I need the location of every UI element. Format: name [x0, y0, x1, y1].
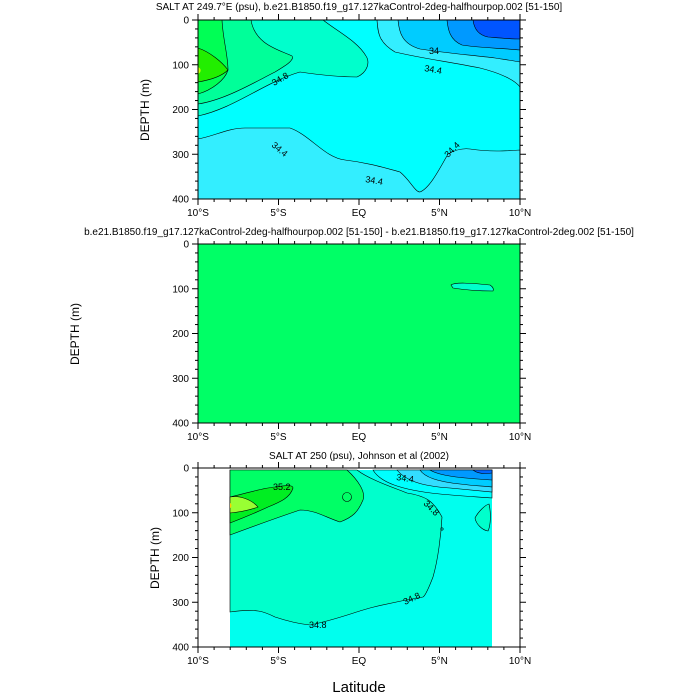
y-tick-label: 100	[172, 60, 189, 71]
contour-label: 35.2	[273, 482, 291, 492]
contour-label: 34	[429, 46, 439, 56]
panel-1-title: SALT AT 249.7°E (psu), b.e21.B1850.f19_g…	[156, 2, 563, 13]
contour-label: 34.4	[424, 63, 443, 76]
y-tick-label: 300	[172, 150, 189, 161]
y-tick-label: 100	[172, 508, 189, 519]
panel-1-ylabel: DEPTH (m)	[138, 79, 152, 141]
x-tick-label: 10°S	[187, 208, 209, 219]
x-tick-label: 10°S	[187, 432, 209, 443]
panel-1: 34.8 34 34.4 34.4 34.4 34.4	[197, 19, 521, 200]
x-tick-label: 5°N	[431, 208, 448, 219]
y-tick-label: 300	[172, 598, 189, 609]
panel-2	[198, 244, 520, 423]
x-tick-label: 10°S	[187, 656, 209, 667]
y-tick-label: 200	[172, 553, 189, 564]
y-tick-label: 200	[172, 105, 189, 116]
y-tick-label: 400	[172, 195, 189, 206]
fill-blue-4	[472, 469, 493, 474]
y-tick-label: 200	[172, 329, 189, 340]
x-tick-label: 10°N	[509, 208, 531, 219]
contour-label: 34.4	[365, 174, 384, 187]
fill-yellow	[198, 67, 201, 74]
y-tick-label: 300	[172, 374, 189, 385]
fill-blob	[474, 503, 491, 532]
contour-label: 34.8	[309, 620, 327, 630]
panel-2-ylabel: DEPTH (m)	[68, 303, 82, 365]
fill-deep-region	[197, 127, 521, 200]
y-tick-label: 100	[172, 284, 189, 295]
fill-dark-green	[197, 47, 229, 83]
x-tick-label: 5°S	[270, 208, 287, 219]
axes: 10°S 5°S EQ 5°N 10°N 0 100 200 300 400 10°S 5°S EQ 5°…	[172, 14, 531, 667]
panel-3-ylabel: DEPTH (m)	[148, 527, 162, 589]
contour-dot	[440, 527, 444, 531]
x-tick-label: 5°S	[270, 432, 287, 443]
panel-2-title: b.e21.B1850.f19_g17.127kaControl-2deg-ha…	[84, 227, 634, 238]
y-tick-label: 0	[183, 464, 189, 475]
x-tick-label: 5°N	[431, 432, 448, 443]
fill-green	[229, 469, 364, 536]
fill-anomaly-blob	[450, 282, 494, 292]
x-tick-label: EQ	[352, 432, 367, 443]
y-tick-label: 0	[183, 240, 189, 251]
x-tick-label: 10°N	[509, 656, 531, 667]
panel-3: 35.2 34.4 34.8 34.8 34.8	[229, 469, 493, 647]
contour-label: 34.4	[396, 472, 415, 484]
panel-3-title: SALT AT 250 (psu), Johnson et al (2002)	[269, 451, 449, 462]
x-tick-label: 5°N	[431, 656, 448, 667]
fill-dark-green	[229, 485, 294, 524]
y-tick-label: 400	[172, 643, 189, 654]
x-tick-label: EQ	[352, 656, 367, 667]
x-tick-label: EQ	[352, 208, 367, 219]
fill-blue-4	[472, 19, 521, 40]
fill-yellow	[230, 503, 232, 508]
y-tick-label: 400	[172, 419, 189, 430]
x-tick-label: 10°N	[509, 432, 531, 443]
fill-yellow-green	[229, 496, 259, 514]
contour-closed-circle	[342, 492, 352, 502]
fill-green	[198, 244, 520, 423]
y-tick-label: 0	[183, 16, 189, 27]
fill-blue-3	[428, 469, 493, 481]
x-axis-label: Latitude	[332, 679, 385, 696]
x-tick-label: 5°S	[270, 656, 287, 667]
